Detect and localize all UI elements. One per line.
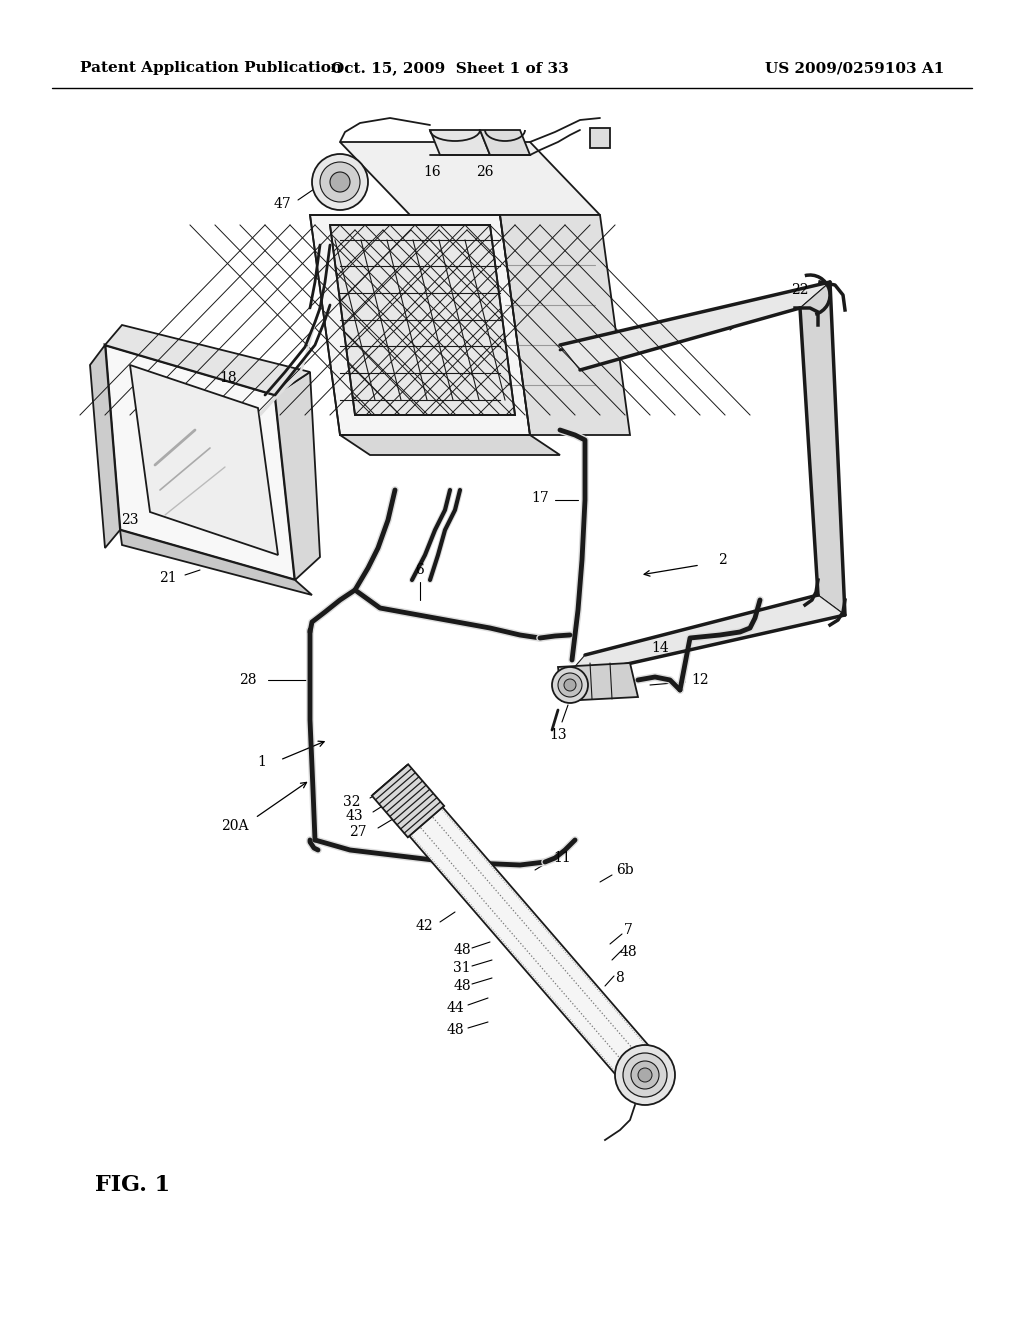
- Circle shape: [631, 1061, 659, 1089]
- Text: 42: 42: [415, 919, 433, 933]
- Circle shape: [330, 172, 350, 191]
- Text: 23: 23: [121, 513, 138, 527]
- Text: 8: 8: [615, 972, 625, 985]
- Polygon shape: [374, 766, 662, 1089]
- Circle shape: [564, 678, 575, 690]
- Text: 31: 31: [454, 961, 471, 975]
- Polygon shape: [330, 224, 515, 414]
- Circle shape: [552, 667, 588, 704]
- Text: 12: 12: [691, 673, 709, 686]
- Polygon shape: [130, 366, 278, 554]
- Text: 13: 13: [549, 729, 567, 742]
- Text: 48: 48: [620, 945, 637, 960]
- Polygon shape: [565, 595, 845, 678]
- Circle shape: [558, 673, 582, 697]
- Text: 2: 2: [718, 553, 726, 568]
- Text: 7: 7: [624, 923, 633, 937]
- Text: 44: 44: [446, 1001, 464, 1015]
- Polygon shape: [310, 215, 530, 436]
- Polygon shape: [275, 372, 319, 579]
- Text: 48: 48: [454, 979, 471, 993]
- Text: 11: 11: [553, 851, 570, 865]
- Polygon shape: [480, 129, 530, 154]
- Text: 47: 47: [273, 197, 291, 211]
- Text: 14: 14: [651, 642, 669, 655]
- Text: 27: 27: [349, 825, 367, 840]
- Text: 6: 6: [416, 564, 424, 577]
- Text: Oct. 15, 2009  Sheet 1 of 33: Oct. 15, 2009 Sheet 1 of 33: [331, 61, 569, 75]
- Polygon shape: [590, 128, 610, 148]
- Text: 16: 16: [423, 165, 440, 180]
- Text: 48: 48: [454, 942, 471, 957]
- Text: 1: 1: [258, 755, 266, 770]
- Text: 18: 18: [219, 371, 237, 385]
- Text: 32: 32: [343, 795, 360, 809]
- Polygon shape: [558, 663, 638, 701]
- Polygon shape: [90, 345, 120, 548]
- Text: 21: 21: [159, 572, 177, 585]
- Polygon shape: [340, 143, 600, 215]
- Text: 28: 28: [240, 673, 257, 686]
- Polygon shape: [372, 764, 444, 837]
- Text: 20A: 20A: [221, 818, 249, 833]
- Circle shape: [623, 1053, 667, 1097]
- Text: Patent Application Publication: Patent Application Publication: [80, 61, 342, 75]
- Text: 6b: 6b: [616, 863, 634, 876]
- Circle shape: [312, 154, 368, 210]
- Polygon shape: [120, 531, 312, 595]
- Text: 26: 26: [476, 165, 494, 180]
- Polygon shape: [800, 282, 845, 615]
- Circle shape: [638, 1068, 652, 1082]
- Polygon shape: [105, 325, 310, 395]
- Text: 22: 22: [792, 282, 809, 297]
- Polygon shape: [340, 436, 560, 455]
- Circle shape: [615, 1045, 675, 1105]
- Text: US 2009/0259103 A1: US 2009/0259103 A1: [765, 61, 944, 75]
- Text: FIG. 1: FIG. 1: [95, 1173, 170, 1196]
- Text: 43: 43: [345, 809, 362, 822]
- Circle shape: [319, 162, 360, 202]
- Polygon shape: [560, 282, 830, 370]
- Polygon shape: [105, 345, 295, 579]
- Polygon shape: [500, 215, 630, 436]
- Polygon shape: [430, 129, 490, 154]
- Text: 48: 48: [446, 1023, 464, 1038]
- Text: 17: 17: [531, 491, 549, 506]
